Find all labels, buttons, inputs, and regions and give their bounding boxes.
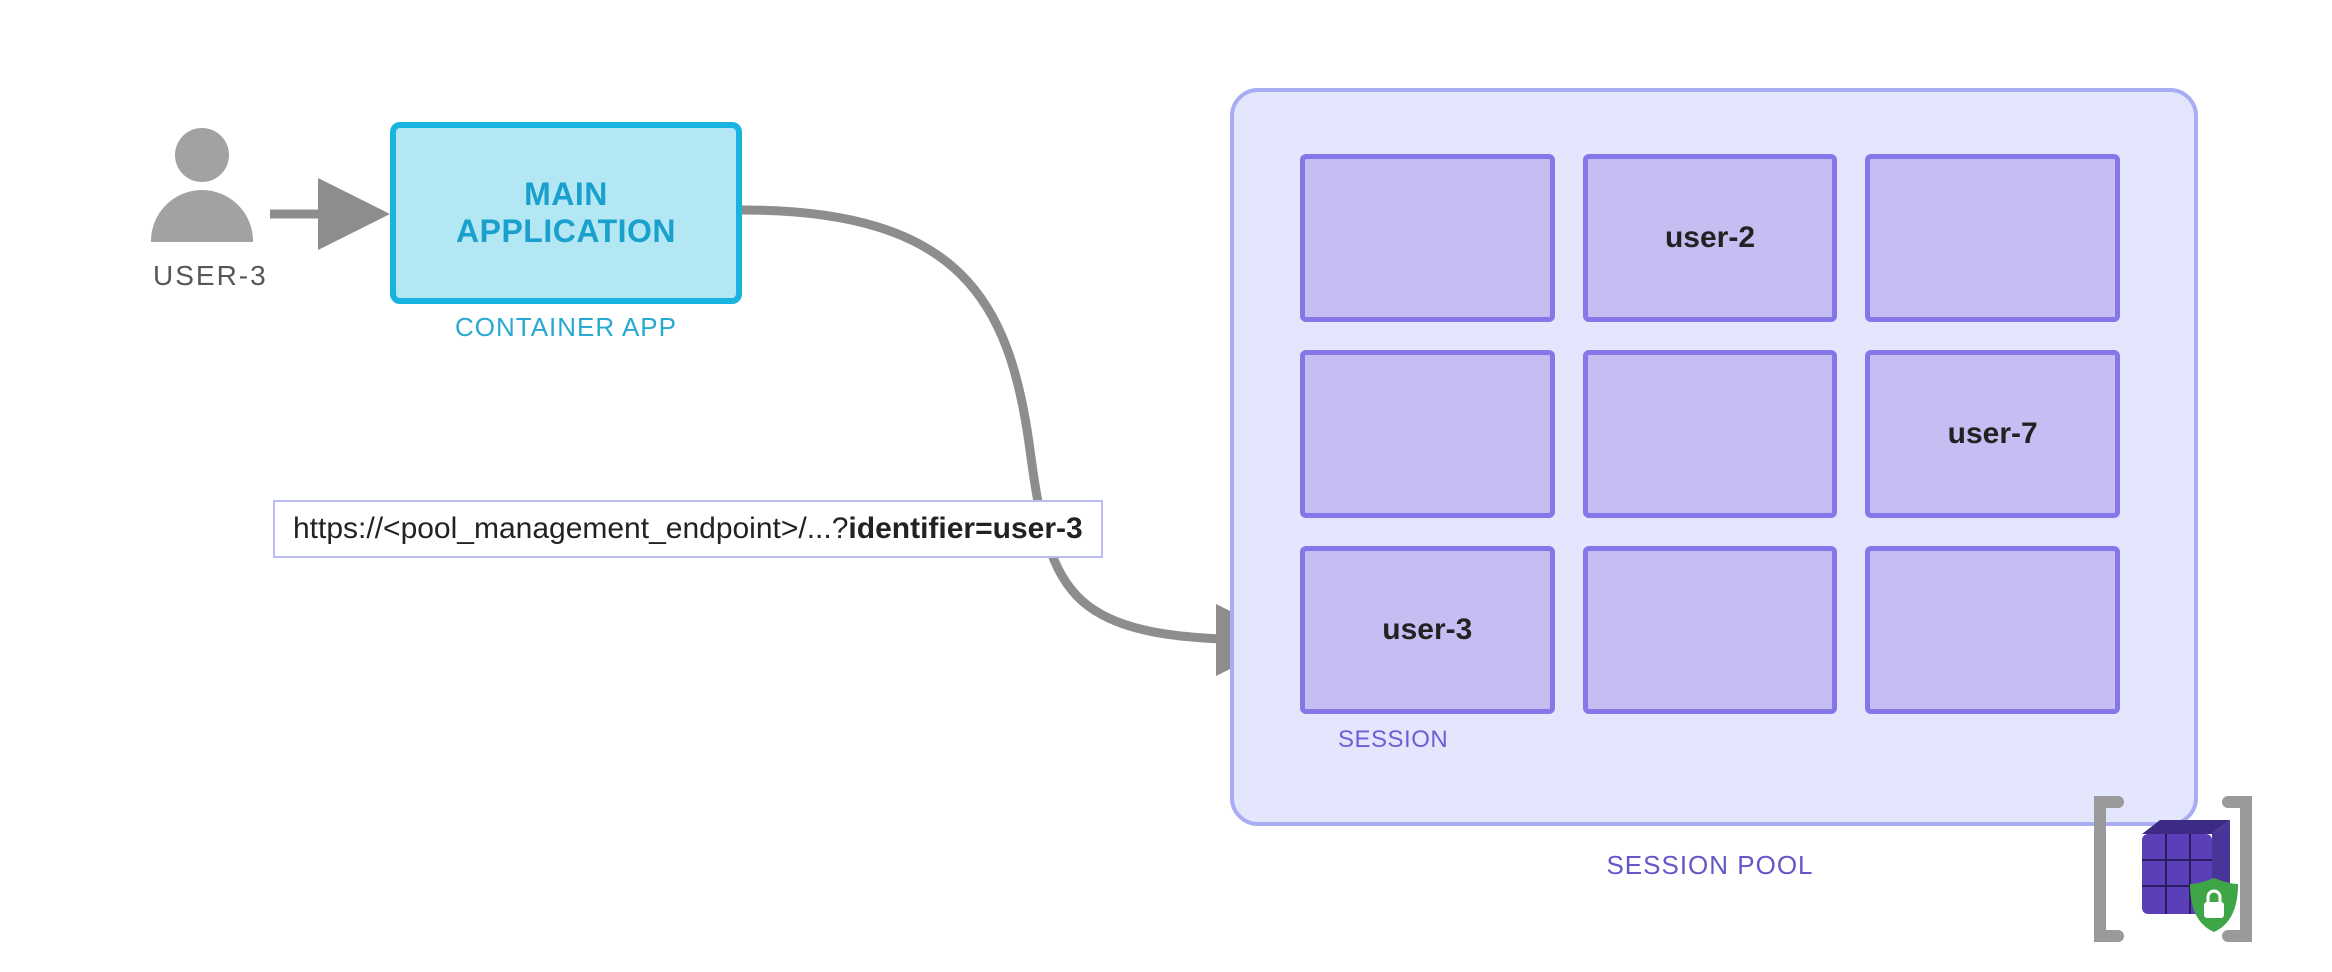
session-card-label: user-7 <box>1948 417 2038 451</box>
main-application-box: MAIN APPLICATION <box>390 122 742 304</box>
main-application-text: MAIN APPLICATION <box>456 176 676 250</box>
container-app-caption: CONTAINER APP <box>390 312 742 343</box>
session-card <box>1583 546 1838 714</box>
session-card-label: user-2 <box>1665 221 1755 255</box>
session-pool-caption: SESSION POOL <box>1230 850 2190 881</box>
main-app-line2: APPLICATION <box>456 213 676 249</box>
session-card <box>1300 350 1555 518</box>
user-icon-head <box>175 128 229 182</box>
session-grid: user-2 user-7 user-3 <box>1300 154 2120 714</box>
url-box: https://<pool_management_endpoint>/...?i… <box>273 500 1103 558</box>
url-prefix: https://<pool_management_endpoint>/...? <box>293 512 848 545</box>
session-card <box>1300 154 1555 322</box>
user-label: USER-3 <box>153 260 268 292</box>
session-card: user-2 <box>1583 154 1838 322</box>
user-icon-body <box>151 190 253 242</box>
session-card <box>1583 350 1838 518</box>
session-card: user-7 <box>1865 350 2120 518</box>
container-service-icon <box>2088 784 2258 959</box>
session-card: user-3 <box>1300 546 1555 714</box>
url-identifier: identifier=user-3 <box>848 512 1082 545</box>
session-card <box>1865 154 2120 322</box>
session-card <box>1865 546 2120 714</box>
arrow-app-to-session <box>742 210 1270 640</box>
session-caption: SESSION <box>1338 726 1448 754</box>
session-card-label: user-3 <box>1382 613 1472 647</box>
main-app-line1: MAIN <box>524 176 608 212</box>
